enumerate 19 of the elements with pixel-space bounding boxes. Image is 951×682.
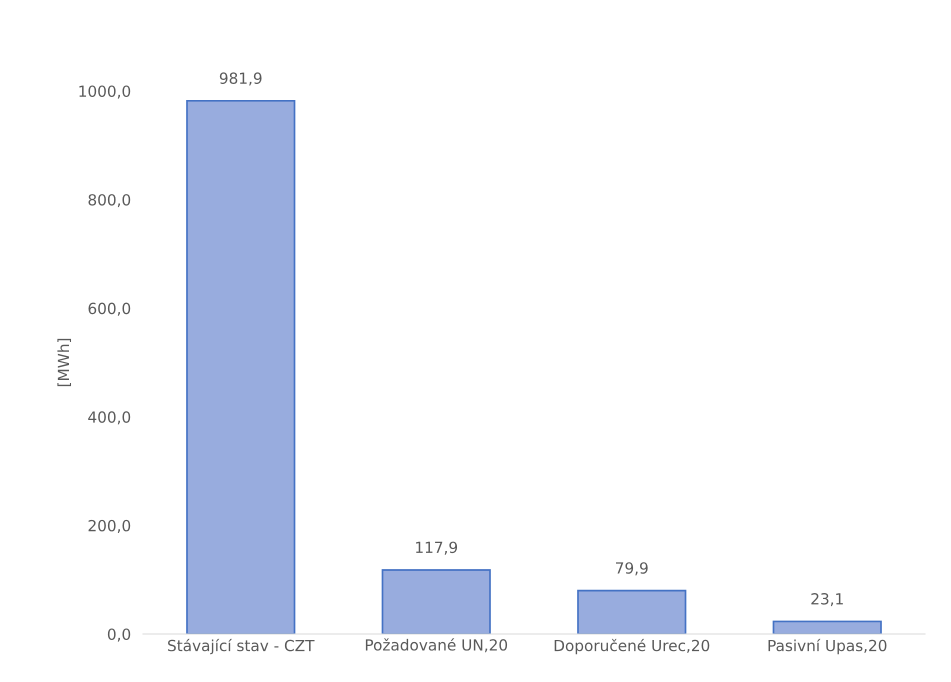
data-label: 23,1: [811, 593, 843, 606]
bar: [577, 590, 686, 634]
x-tick-label: Pasivní Upas,20: [768, 638, 886, 654]
y-tick-label: 600,0: [88, 302, 130, 316]
x-tick-label: Stávající stav - CZT: [168, 638, 315, 654]
data-label: 981,9: [220, 72, 262, 86]
y-tick-label: 400,0: [88, 411, 130, 424]
x-tick-label: Požadované UN,20: [366, 638, 508, 652]
y-tick-label: 200,0: [88, 520, 130, 533]
bar: [186, 100, 296, 634]
y-axis-title: [MWh]: [57, 338, 72, 386]
bar: [382, 569, 491, 634]
y-tick-label: 800,0: [88, 194, 130, 208]
y-tick-label: 0,0: [108, 628, 130, 642]
data-label: 79,9: [616, 562, 648, 576]
y-tick-label: 1000,0: [79, 85, 130, 99]
data-label: 117,9: [416, 542, 458, 555]
bar: [772, 620, 882, 634]
x-tick-label: Doporučené Urec,20: [554, 638, 710, 654]
